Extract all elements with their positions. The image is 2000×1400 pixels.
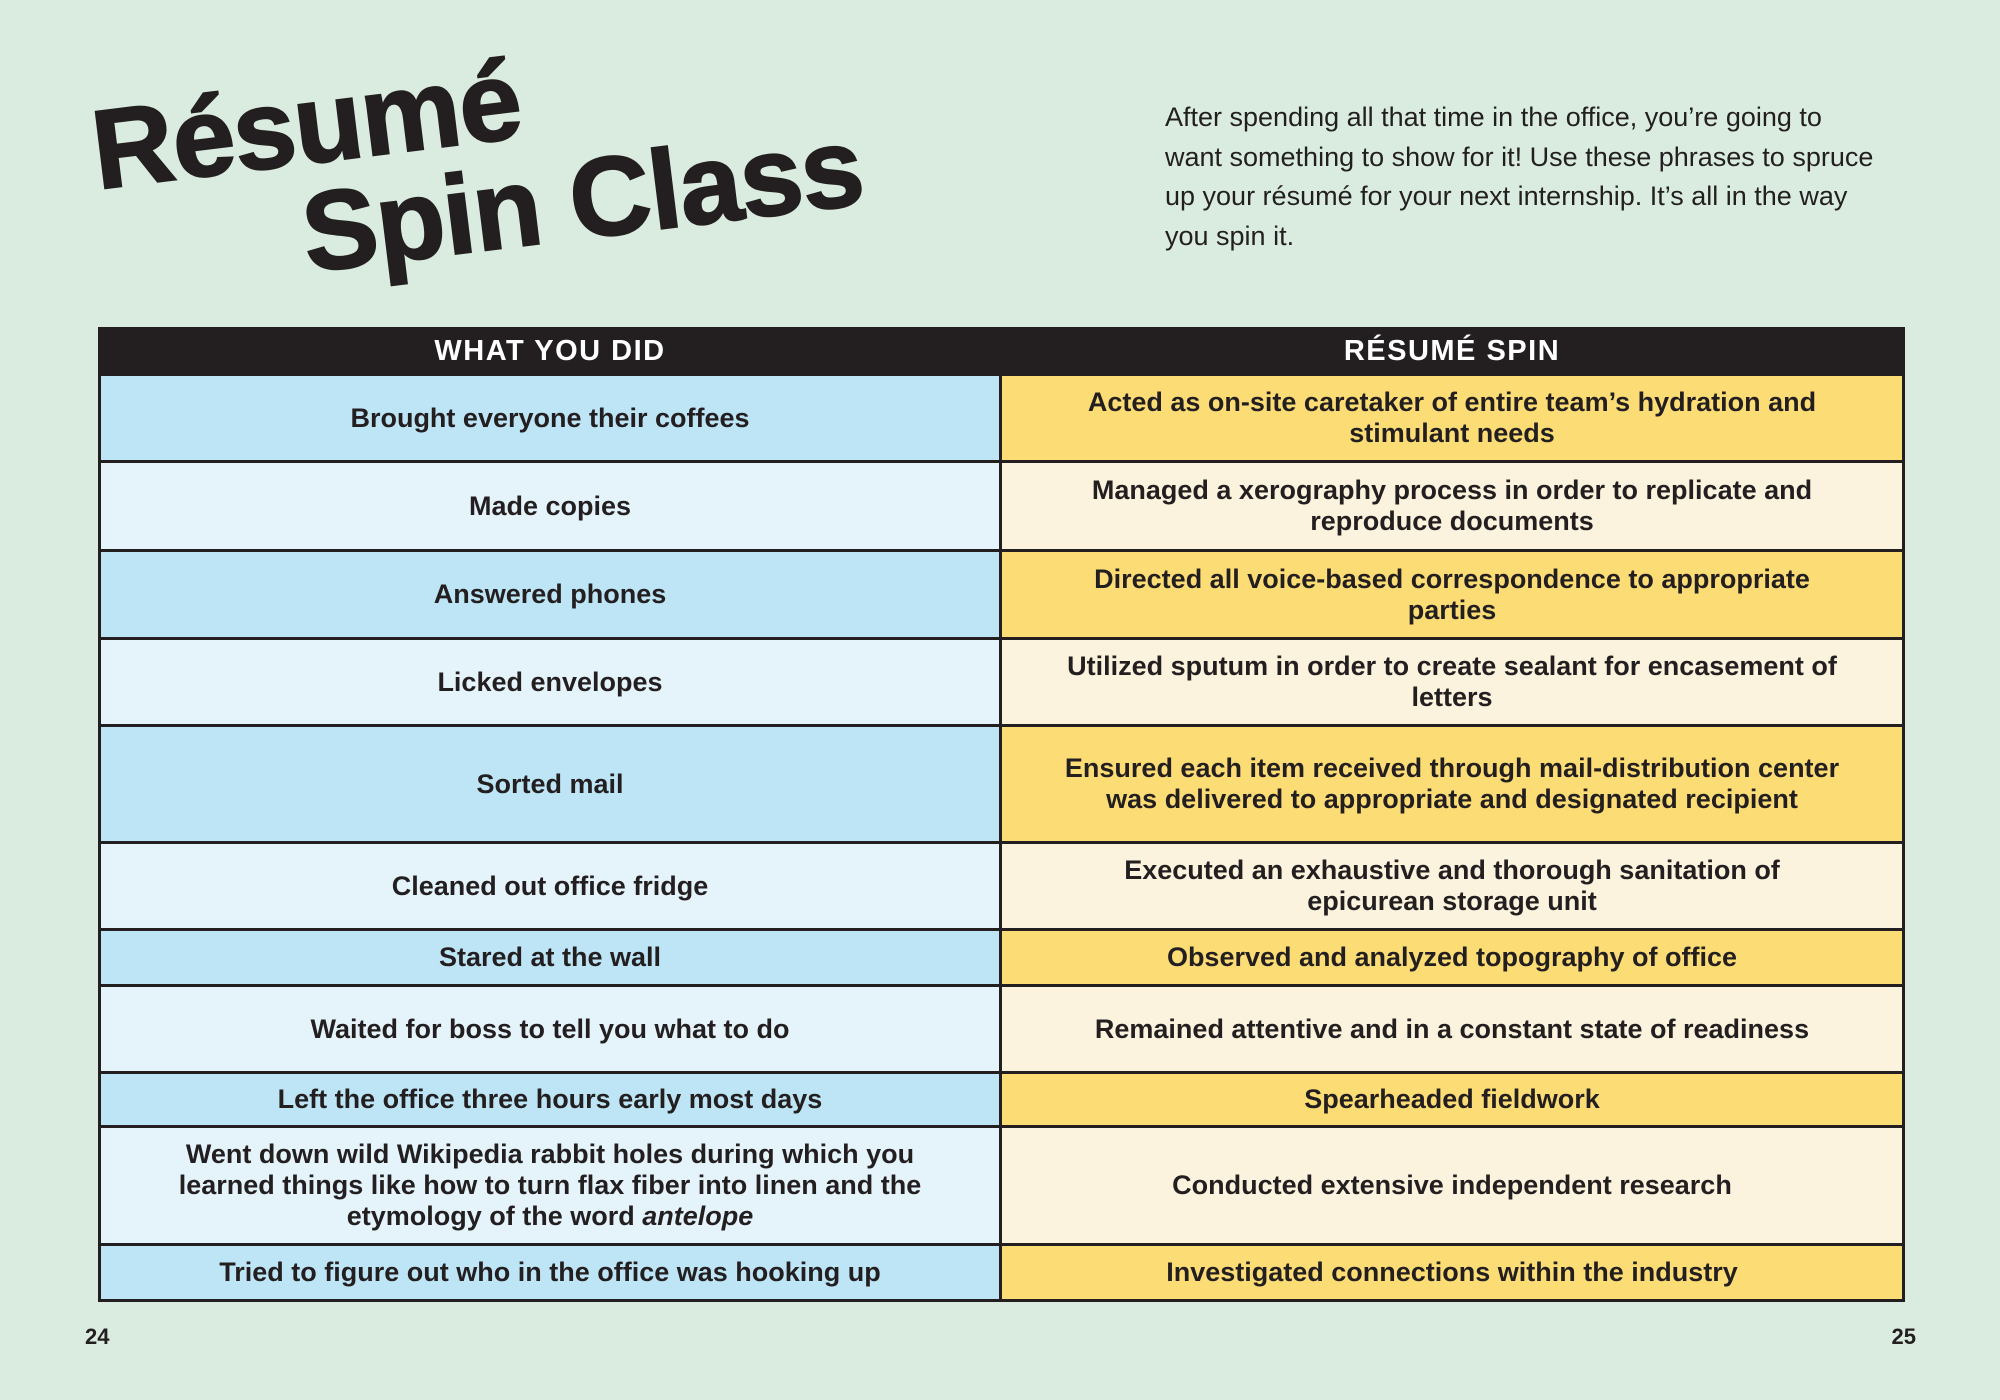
column-header: WHAT YOU DID bbox=[98, 327, 1002, 376]
table-row: Stared at the wall Observed and analyzed … bbox=[98, 928, 1905, 987]
task-cell: Brought everyone their coffees bbox=[98, 373, 1002, 463]
table-row: Cleaned out office fridge Executed an exh… bbox=[98, 841, 1905, 931]
page-number: 24 bbox=[85, 1324, 110, 1349]
spin-table: WHAT YOU DID RÉSUMÉ SPIN Brought everyon… bbox=[98, 327, 1905, 1302]
spin-cell: Managed a xerography process in order to… bbox=[999, 460, 1905, 552]
table-row: Tried to figure out who in the office wa… bbox=[98, 1243, 1905, 1302]
task-cell: Licked envelopes bbox=[98, 637, 1002, 727]
task-cell: Answered phones bbox=[98, 549, 1002, 640]
spin-cell: Directed all voice-based correspondence … bbox=[999, 549, 1905, 640]
task-cell: Went down wild Wikipedia rabbit holes du… bbox=[98, 1125, 1002, 1246]
text-segment: Went down wild Wikipedia rabbit holes du… bbox=[178, 1139, 922, 1231]
intro-text: After spending all that time in the offi… bbox=[1165, 102, 1874, 251]
task-cell: Tried to figure out who in the office wa… bbox=[98, 1243, 1002, 1302]
spin-cell: Observed and analyzed topography of offi… bbox=[999, 928, 1905, 987]
spin-cell: Acted as on-site caretaker of entire tea… bbox=[999, 373, 1905, 463]
table-row: Licked envelopes Utilized sputum in order… bbox=[98, 637, 1905, 727]
table-row: Made copies Managed a xerography process … bbox=[98, 460, 1905, 552]
table-row: Brought everyone their coffees Acted as o… bbox=[98, 373, 1905, 463]
spin-cell: Remained attentive and in a constant sta… bbox=[999, 984, 1905, 1074]
column-header: RÉSUMÉ SPIN bbox=[999, 327, 1905, 376]
table-row: Sorted mail Ensured each item received th… bbox=[98, 724, 1905, 844]
table-row: Waited for boss to tell you what to do Re… bbox=[98, 984, 1905, 1074]
spin-cell: Executed an exhaustive and thorough sani… bbox=[999, 841, 1905, 931]
header-row: WHAT YOU DID RÉSUMÉ SPIN bbox=[98, 327, 1905, 376]
spin-cell: Spearheaded fieldwork bbox=[999, 1071, 1905, 1128]
task-cell: Sorted mail bbox=[98, 724, 1002, 844]
task-cell: Made copies bbox=[98, 460, 1002, 552]
spin-cell: Investigated connections within the indu… bbox=[999, 1243, 1905, 1302]
page-number: 25 bbox=[1891, 1324, 1916, 1349]
task-cell: Stared at the wall bbox=[98, 928, 1002, 987]
table-row: Answered phones Directed all voice-based … bbox=[98, 549, 1905, 640]
task-cell: Cleaned out office fridge bbox=[98, 841, 1002, 931]
table-row: Went down wild Wikipedia rabbit holes du… bbox=[98, 1125, 1905, 1246]
text-segment: antelope bbox=[642, 1201, 754, 1231]
task-cell: Waited for boss to tell you what to do bbox=[98, 984, 1002, 1074]
task-cell: Left the office three hours early most d… bbox=[98, 1071, 1002, 1128]
table-row: Left the office three hours early most d… bbox=[98, 1071, 1905, 1128]
spin-cell: Ensured each item received through mail-… bbox=[999, 724, 1905, 844]
spin-cell: Utilized sputum in order to create seala… bbox=[999, 637, 1905, 727]
spin-cell: Conducted extensive independent research bbox=[999, 1125, 1905, 1246]
